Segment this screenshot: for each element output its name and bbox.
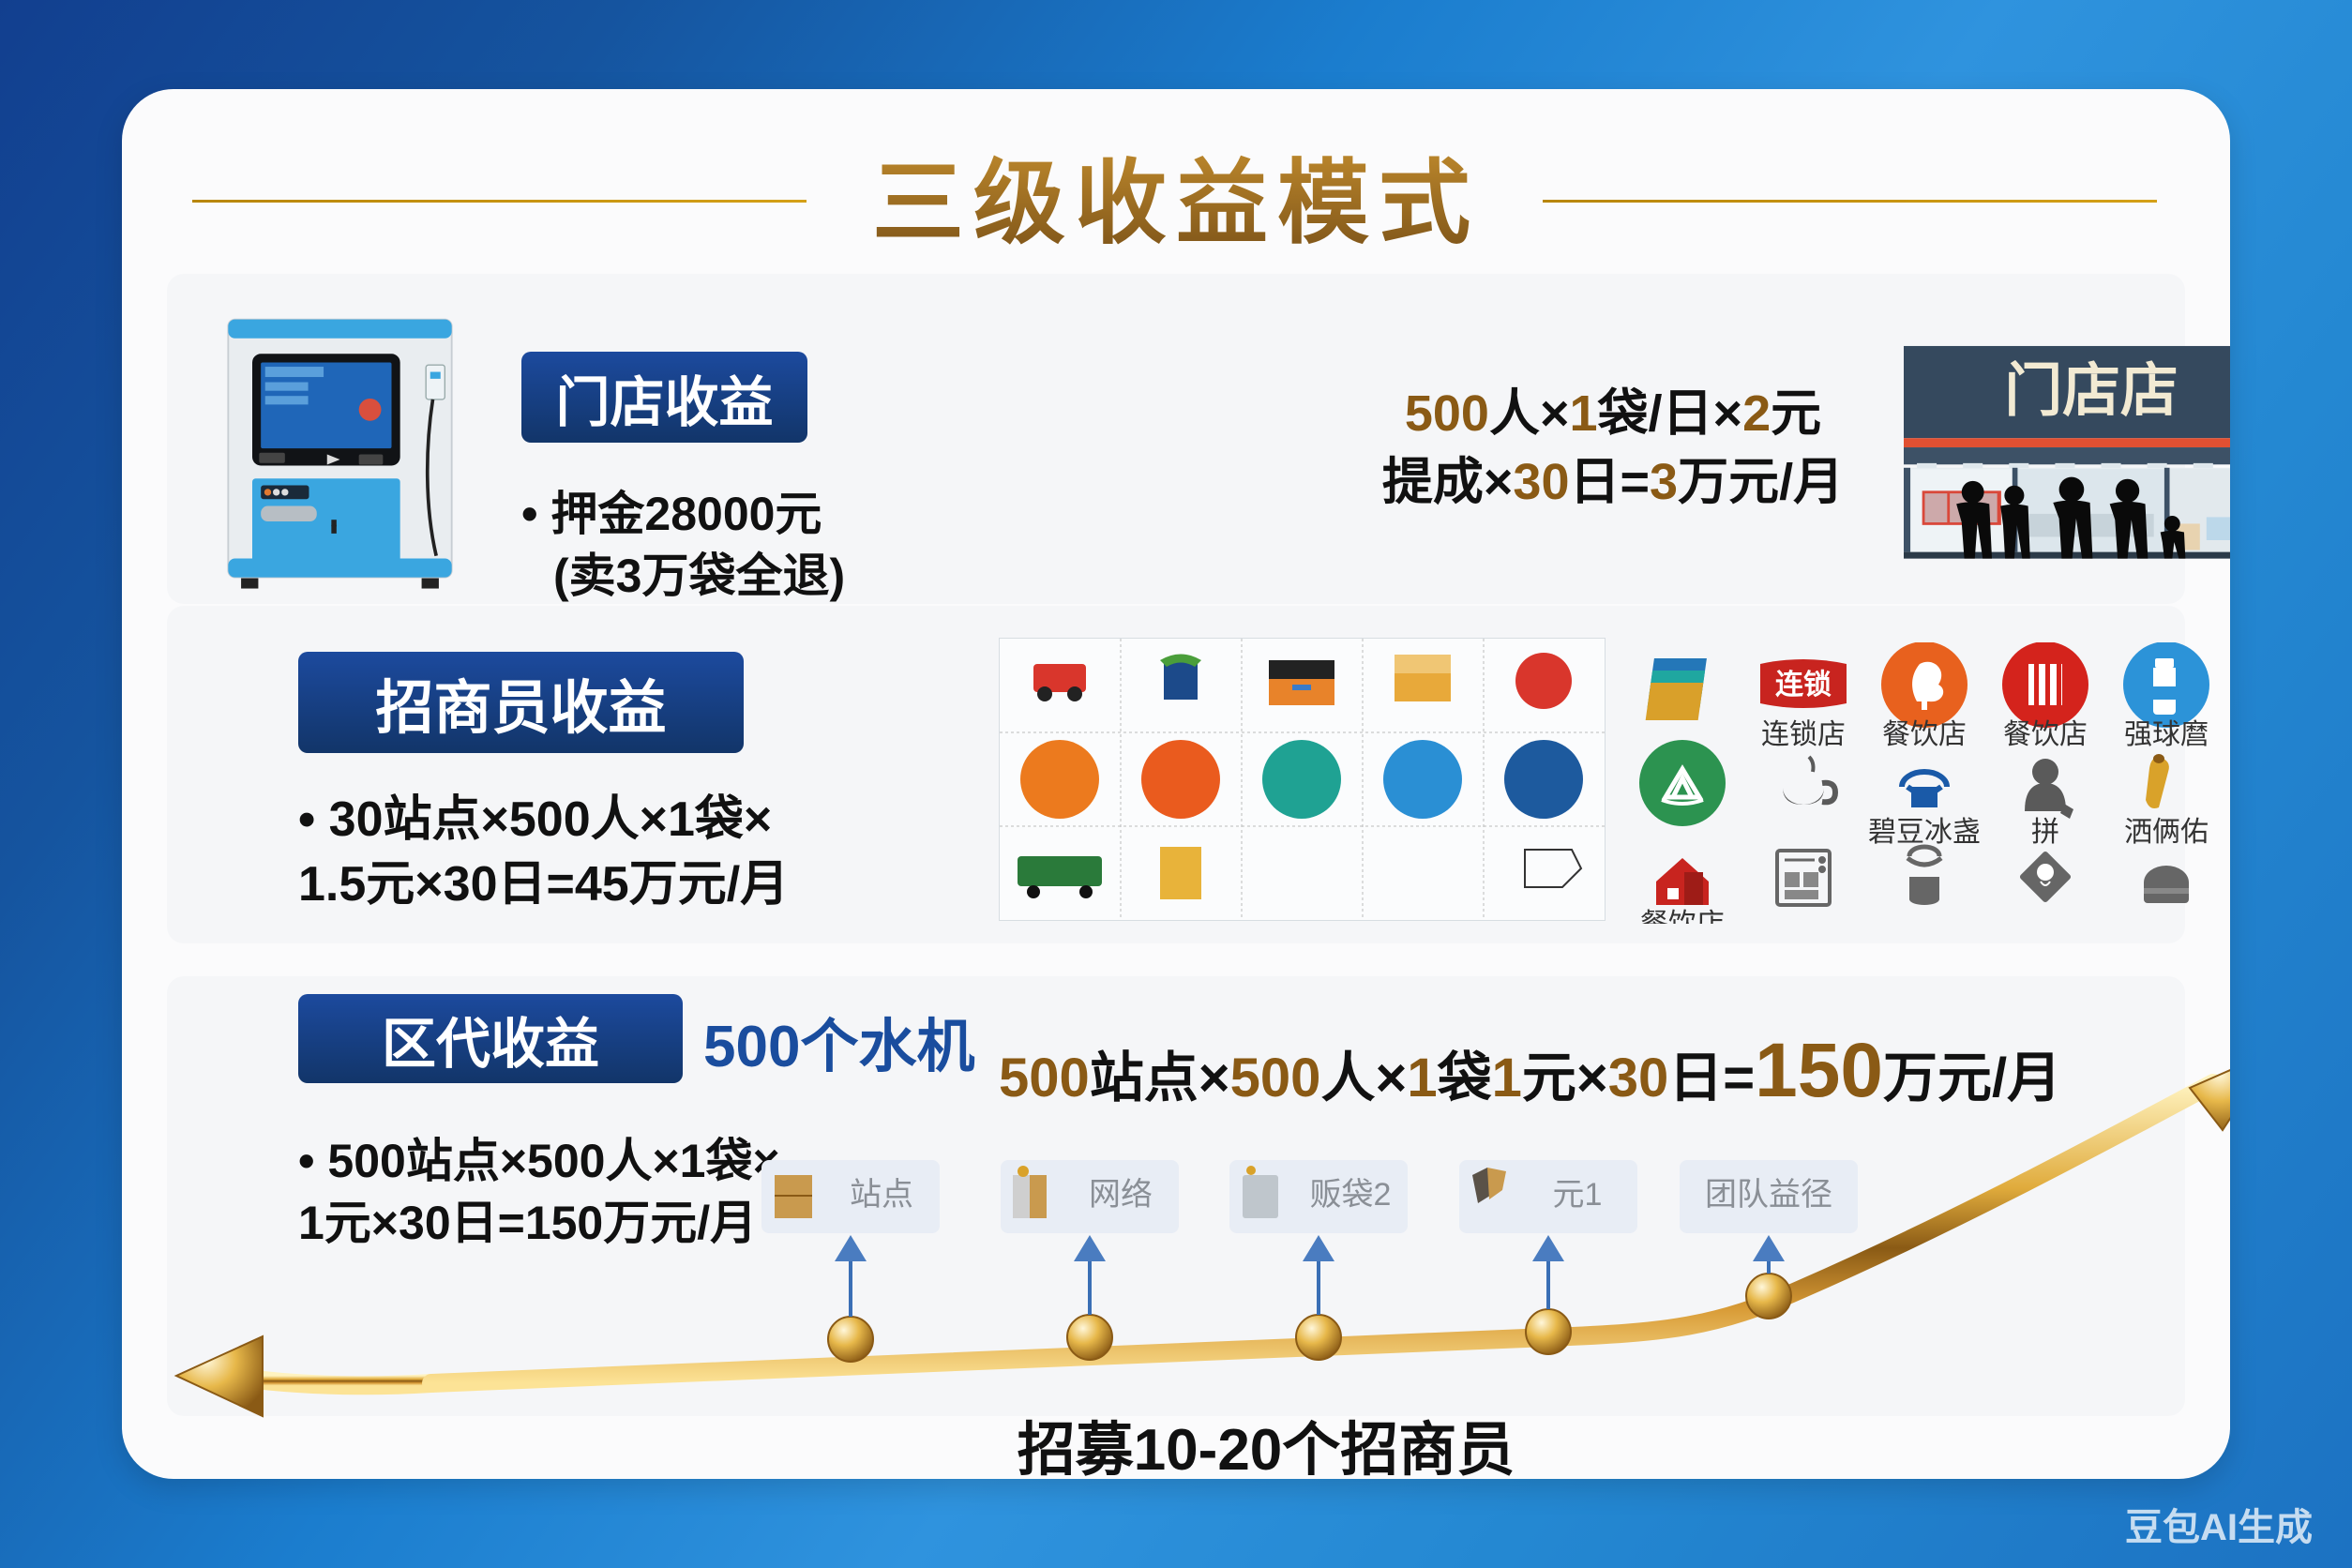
svg-text:洒俩佑: 洒俩佑 [2124, 817, 2209, 848]
svg-text:门店店: 门店店 [2004, 359, 2178, 424]
svg-text:碧豆冰盏: 碧豆冰盏 [1868, 817, 1981, 848]
svg-text:餐饮店: 餐饮店 [2003, 719, 2088, 750]
svg-text:强球麿: 强球麿 [2124, 719, 2209, 750]
svg-text:拼: 拼 [2031, 817, 2059, 848]
svg-text:连锁: 连锁 [1775, 670, 1832, 701]
svg-text:连锁店: 连锁店 [1761, 719, 1846, 750]
svg-text:餐饮店: 餐饮店 [1640, 909, 1725, 924]
svg-text:餐饮店: 餐饮店 [1882, 719, 1967, 750]
